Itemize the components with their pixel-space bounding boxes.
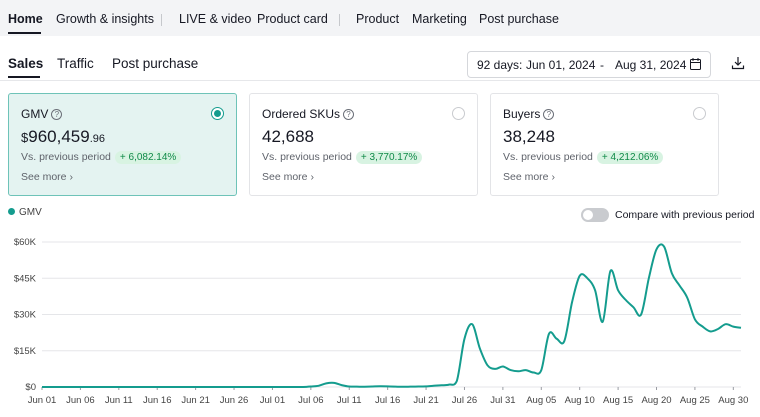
- x-tick-label: Jul 11: [337, 395, 362, 406]
- legend-dot: [8, 208, 15, 215]
- metric-card-gmv[interactable]: GMV? $960,459.96 Vs. previous period + 6,…: [8, 93, 237, 196]
- y-tick-label: $30K: [14, 310, 37, 321]
- nav-active-underline: [8, 32, 41, 34]
- x-tick-label: Aug 20: [641, 395, 671, 406]
- x-tick-label: Jun 26: [220, 395, 249, 406]
- divider: [0, 80, 760, 81]
- metric-value: $960,459.96: [21, 127, 105, 146]
- nav-separator: [339, 14, 340, 26]
- help-icon[interactable]: ?: [343, 109, 355, 120]
- x-tick-label: Jul 31: [490, 395, 515, 406]
- x-tick-label: Jul 06: [298, 395, 323, 406]
- metric-label: Ordered SKUs?: [262, 107, 355, 121]
- date-range-end: Aug 31, 2024: [615, 58, 687, 72]
- change-badge: + 3,770.17%: [355, 151, 423, 164]
- x-tick-label: Jun 16: [143, 395, 172, 406]
- top-navigation: Home Growth & insights LIVE & video Prod…: [0, 0, 760, 36]
- comparison-text: Vs. previous period + 6,082.14%: [21, 151, 182, 164]
- change-badge: + 6,082.14%: [114, 151, 182, 164]
- x-tick-label: Aug 05: [526, 395, 556, 406]
- x-tick-label: Aug 15: [603, 395, 633, 406]
- change-badge: + 4,212.06%: [596, 151, 664, 164]
- date-range-picker[interactable]: 92 days: Jun 01, 2024 - Aug 31, 2024: [467, 51, 711, 78]
- y-tick-label: $15K: [14, 346, 37, 357]
- help-icon[interactable]: ?: [51, 109, 63, 120]
- comparison-text: Vs. previous period + 3,770.17%: [262, 151, 423, 164]
- nav-product[interactable]: Product: [356, 12, 400, 26]
- x-tick-label: Aug 30: [718, 395, 748, 406]
- gmv-line-chart: $0 $15K $30K $45K $60K Jun 01 Jun 06 Jun 11 Jun …: [14, 237, 749, 406]
- y-tick-label: $45K: [14, 273, 37, 284]
- metric-radio[interactable]: [452, 107, 465, 120]
- download-icon[interactable]: [731, 56, 745, 70]
- tab-sales[interactable]: Sales: [8, 56, 44, 71]
- date-range-label: 92 days:: [477, 58, 523, 72]
- x-tick-label: Jul 16: [375, 395, 400, 406]
- date-range-dash: -: [600, 58, 604, 72]
- compare-label: Compare with previous period: [615, 209, 755, 221]
- nav-post-purchase[interactable]: Post purchase: [479, 12, 559, 26]
- calendar-icon: [690, 58, 701, 70]
- nav-separator: [161, 14, 162, 26]
- metric-radio[interactable]: [693, 107, 706, 120]
- help-icon[interactable]: ?: [543, 109, 555, 120]
- nav-growth-insights[interactable]: Growth & insights: [56, 12, 154, 26]
- y-tick-label: $60K: [14, 237, 37, 248]
- y-tick-label: $0: [25, 382, 36, 393]
- x-tick-label: Jul 01: [260, 395, 285, 406]
- see-more-link[interactable]: See more ›: [262, 171, 314, 183]
- tab-active-underline: [8, 76, 40, 78]
- x-tick-label: Jul 26: [452, 395, 477, 406]
- nav-home[interactable]: Home: [8, 12, 43, 26]
- x-tick-label: Jul 21: [413, 395, 438, 406]
- metric-label: Buyers?: [503, 107, 555, 121]
- tab-traffic[interactable]: Traffic: [57, 56, 94, 71]
- metric-card-ordered-skus[interactable]: Ordered SKUs? 42,688 Vs. previous period…: [249, 93, 478, 196]
- chart-legend: GMV: [8, 207, 42, 218]
- x-tick-label: Jun 06: [66, 395, 95, 406]
- x-tick-label: Jun 01: [28, 395, 57, 406]
- comparison-text: Vs. previous period + 4,212.06%: [503, 151, 664, 164]
- x-tick-label: Aug 10: [565, 395, 595, 406]
- metric-value: 42,688: [262, 127, 314, 146]
- metric-card-buyers[interactable]: Buyers? 38,248 Vs. previous period + 4,21…: [490, 93, 719, 196]
- nav-product-card[interactable]: Product card: [257, 12, 328, 26]
- compare-toggle[interactable]: [581, 208, 609, 222]
- metric-radio[interactable]: [211, 107, 224, 120]
- chevron-right-icon: ›: [310, 171, 314, 183]
- metric-value: 38,248: [503, 127, 555, 146]
- nav-marketing[interactable]: Marketing: [412, 12, 467, 26]
- x-tick-label: Jun 11: [105, 395, 133, 406]
- gmv-series-line: [42, 243, 742, 388]
- date-range-start: Jun 01, 2024: [526, 58, 596, 72]
- tab-post-purchase[interactable]: Post purchase: [112, 56, 199, 71]
- metric-label: GMV?: [21, 107, 63, 121]
- nav-live-video[interactable]: LIVE & video: [179, 12, 252, 26]
- see-more-link[interactable]: See more ›: [503, 171, 555, 183]
- x-tick-label: Aug 25: [680, 395, 710, 406]
- chevron-right-icon: ›: [551, 171, 555, 183]
- see-more-link[interactable]: See more ›: [21, 171, 73, 183]
- x-tick-label: Jun 21: [181, 395, 210, 406]
- chevron-right-icon: ›: [69, 171, 73, 183]
